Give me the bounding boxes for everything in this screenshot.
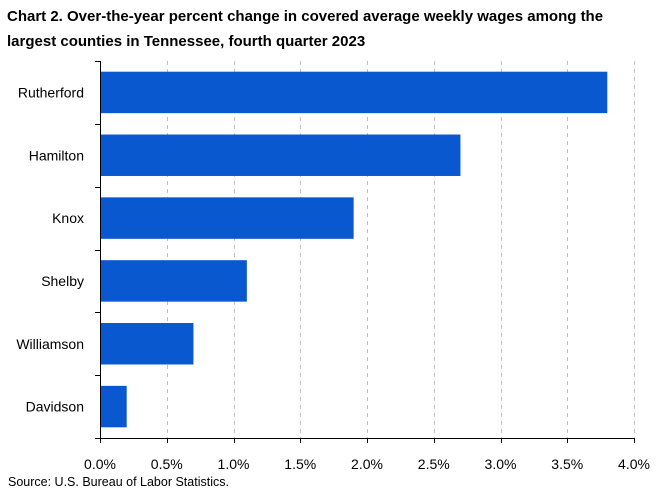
x-tick-label: 3.0% xyxy=(485,456,517,472)
chart-title: Chart 2. Over-the-year percent change in… xyxy=(7,8,604,50)
category-label: Rutherford xyxy=(18,84,84,100)
x-tick-label: 3.5% xyxy=(551,456,583,472)
x-tick-label: 0.0% xyxy=(84,456,116,472)
category-label: Knox xyxy=(52,210,84,226)
axes xyxy=(95,61,635,443)
x-tick-label: 1.5% xyxy=(284,456,316,472)
category-labels: Rutherford Hamilton Knox Shelby Williamson Da… xyxy=(16,84,84,414)
category-label: Shelby xyxy=(41,273,84,289)
category-label: Davidson xyxy=(26,399,84,415)
bar-hamilton xyxy=(100,134,461,176)
bar-shelby xyxy=(100,260,247,302)
bar-williamson xyxy=(100,323,194,365)
x-tick-label: 4.0% xyxy=(618,456,650,472)
source-note: Source: U.S. Bureau of Labor Statistics. xyxy=(8,475,229,489)
bar-rutherford xyxy=(100,71,608,114)
x-tick-label: 2.5% xyxy=(418,456,450,472)
category-label: Williamson xyxy=(16,336,84,352)
category-label: Hamilton xyxy=(29,147,84,163)
x-tick-label: 2.0% xyxy=(351,456,383,472)
x-tick-label: 1.0% xyxy=(218,456,250,472)
bar-davidson xyxy=(100,385,127,428)
bar-knox xyxy=(100,197,354,239)
tick-labels: 0.0% 0.5% 1.0% 1.5% 2.0% 2.5% 3.0% 3.5% 4.0% xyxy=(84,456,650,472)
x-tick-label: 0.5% xyxy=(151,456,183,472)
gridlines xyxy=(167,61,635,438)
bars xyxy=(100,71,608,428)
